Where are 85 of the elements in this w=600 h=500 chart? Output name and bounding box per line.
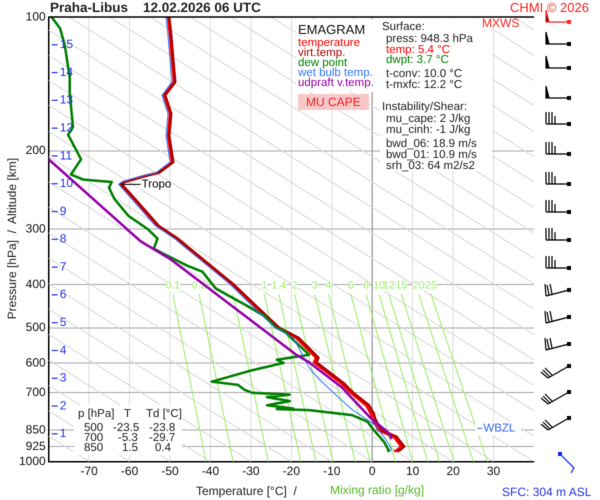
series-label: 10 (373, 280, 386, 292)
series-label: 25 (425, 280, 437, 292)
annotation: -29.7 (149, 432, 176, 444)
annotation: 850 (84, 442, 104, 455)
x-tick-label: -30 (242, 464, 260, 478)
annotation: 1.5 (122, 442, 138, 455)
annotation: bwd_01: 10.9 m/s (386, 149, 477, 161)
annotation: Instability/Shear: (382, 101, 468, 114)
text: virt.temp. (298, 47, 346, 59)
y2-tick-label: 10 (60, 176, 74, 190)
annotation: Surface: (382, 21, 425, 34)
annotation: WBZL (483, 422, 516, 435)
y2-tick-label: 7 (60, 259, 67, 274)
legend-title: EMAGRAM (298, 21, 366, 38)
y2-tick-label: 4 (60, 342, 67, 357)
annotation: -5.3 (118, 432, 138, 444)
series-label: 15 (396, 280, 408, 292)
y2-tick-label: 2 (60, 398, 67, 412)
y2-tick-label: 1 (60, 426, 67, 440)
series-label: 4 (326, 280, 332, 292)
x-tick-label: -60 (120, 464, 139, 478)
annotation: mu_cinh: -1 J/kg (386, 124, 470, 137)
y2-tick-label: 3 (60, 370, 67, 385)
y-tick-label: 400 (26, 276, 46, 291)
y2-tick-label: 8 (60, 232, 67, 246)
series-label: 20 (412, 280, 425, 292)
x-tick-label: -40 (202, 464, 220, 478)
y-tick-label: 100 (26, 9, 46, 24)
y-tick-label: 500 (26, 320, 46, 334)
annotation: 500 (84, 422, 104, 434)
x-tick-label: -10 (323, 464, 341, 478)
x-tick-label: 10 (406, 464, 420, 478)
annotation: Td [°C] (146, 408, 182, 421)
annotation: srh_03: 64 m2/s2 (386, 160, 475, 173)
x-tick-label: 0 (368, 464, 376, 478)
y-axis-title: Pressure [hPa] / Altitude [km] (5, 156, 19, 320)
y2-tick-label: 11 (60, 148, 72, 162)
annotation: -23.5 (113, 422, 140, 434)
annotation: t-conv: 10.0 °C (386, 68, 462, 80)
series-label: 12 (382, 280, 395, 292)
annotation: MXWS (482, 16, 520, 30)
text: temperature (298, 37, 362, 49)
x-tick-label: -50 (161, 464, 180, 478)
series-label: 6 (348, 280, 354, 292)
annotation: bwd_06: 18.9 m/s (386, 138, 477, 150)
y-tick-label: 700 (26, 385, 46, 400)
annotation: 0.4 (155, 442, 171, 455)
y2-tick-label: 5 (60, 314, 67, 329)
text: SFC: 304 m ASL (502, 485, 592, 499)
annotation: T (124, 408, 132, 421)
annotation: dwpt: 3.7 °C (386, 54, 449, 67)
y2-tick-label: 6 (60, 287, 67, 302)
annotation: t-mxfc: 12.2 °C (386, 79, 462, 92)
y-tick-label: 600 (26, 355, 46, 370)
y-tick-label: 200 (26, 143, 46, 158)
text: CHMI © 2026 (510, 0, 589, 15)
x-tick-label: -20 (282, 464, 300, 478)
x-axis-title: Temperature [°C] / (196, 484, 297, 498)
x-tick-label: -70 (80, 464, 98, 478)
annotation: Tropo (142, 178, 172, 191)
annotation: mu_cape: 2 J/kg (386, 113, 470, 125)
annotation: -23.8 (149, 422, 176, 434)
y-tick-label: 850 (26, 422, 46, 437)
y-tick-label: 925 (26, 438, 46, 453)
series-label: 0.1 (166, 280, 180, 292)
y-tick-label: 300 (26, 221, 46, 236)
text: dew point (298, 57, 348, 69)
annotation: temp: 5.4 °C (386, 44, 450, 56)
x-tick-label: 30 (486, 464, 501, 478)
annotation: MU CAPE (298, 94, 369, 110)
annotation: p [hPa] (78, 408, 114, 421)
y2-tick-label: 9 (60, 204, 67, 218)
series-label: 1.4 (272, 280, 286, 292)
text: wet bulb temp. (298, 67, 374, 79)
chart-title: Praha-Libus 12.02.2026 06 UTC (50, 0, 261, 15)
series-label: 2 (292, 280, 298, 292)
series-label: 8 (363, 280, 370, 292)
annotation: 700 (84, 432, 104, 444)
series-label: 3 (312, 280, 318, 292)
x-tick-label: 20 (446, 464, 460, 478)
y-tick-label: 1000 (18, 454, 46, 468)
annotation: press: 948.3 hPa (386, 33, 473, 45)
series-label: 1 (261, 280, 268, 292)
text: udpraft v.temp. (298, 77, 375, 89)
text: Mixing ratio [g/kg] (330, 483, 424, 497)
